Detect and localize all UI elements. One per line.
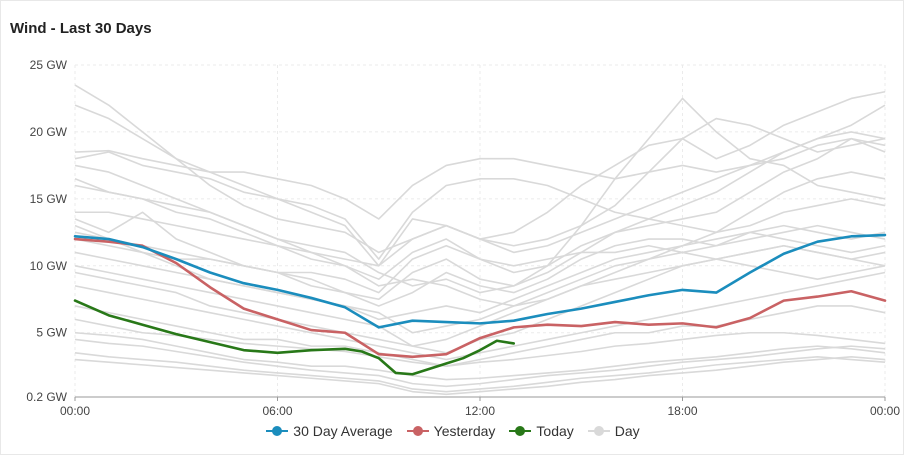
y-tick-label: 5 GW [36, 326, 67, 340]
series-line-yesterday [73, 237, 887, 359]
legend-item-today[interactable]: Today [509, 423, 574, 439]
day-series-line-3 [74, 151, 886, 260]
legend-label: Day [614, 423, 640, 439]
day-series-line-17 [74, 338, 886, 388]
x-tick-label: 06:00 [262, 404, 292, 418]
day-series-line-20 [74, 171, 886, 307]
day-series-line-15 [74, 318, 886, 368]
x-tick-label: 18:00 [667, 404, 697, 418]
chart-title: Wind - Last 30 Days [10, 20, 152, 37]
y-tick-label: 25 GW [30, 58, 68, 72]
legend-item-30-day-average[interactable]: 30 Day Average [266, 423, 393, 439]
legend-marker-day [587, 426, 610, 436]
day-series-line-18 [74, 352, 886, 393]
day-series-line-21 [74, 238, 886, 294]
legend-label: Today [536, 423, 574, 439]
legend: 30 Day Average Yesterday Today Day [1, 423, 904, 439]
x-tick-label: 00:00 [870, 404, 900, 418]
day-series-line-5 [74, 97, 886, 294]
y-tick-label: 20 GW [30, 125, 68, 139]
series-line-30-day-average [73, 233, 887, 329]
legend-marker-yesterday [406, 426, 429, 436]
main-series-group [73, 233, 887, 376]
day-series-line-13 [74, 271, 886, 361]
legend-marker-today [509, 426, 532, 436]
grid [74, 64, 886, 397]
day-series-group [74, 84, 886, 396]
y-tick-label: 10 GW [30, 259, 68, 273]
x-tick-label: 00:00 [60, 404, 90, 418]
day-series-line-16 [74, 331, 886, 381]
legend-item-day[interactable]: Day [587, 423, 640, 439]
y-tick-label: 0.2 GW [26, 390, 67, 404]
legend-marker-30-day-average [266, 426, 289, 436]
series-line-today [73, 299, 516, 376]
y-tick-label: 15 GW [30, 192, 68, 206]
day-series-line-7 [74, 131, 886, 301]
legend-item-yesterday[interactable]: Yesterday [406, 423, 496, 439]
legend-label: 30 Day Average [293, 423, 393, 439]
day-series-line-19 [74, 356, 886, 396]
legend-label: Yesterday [433, 423, 496, 439]
day-series-line-10 [74, 224, 886, 334]
x-tick-label: 12:00 [465, 404, 495, 418]
day-series-line-2 [74, 137, 886, 220]
